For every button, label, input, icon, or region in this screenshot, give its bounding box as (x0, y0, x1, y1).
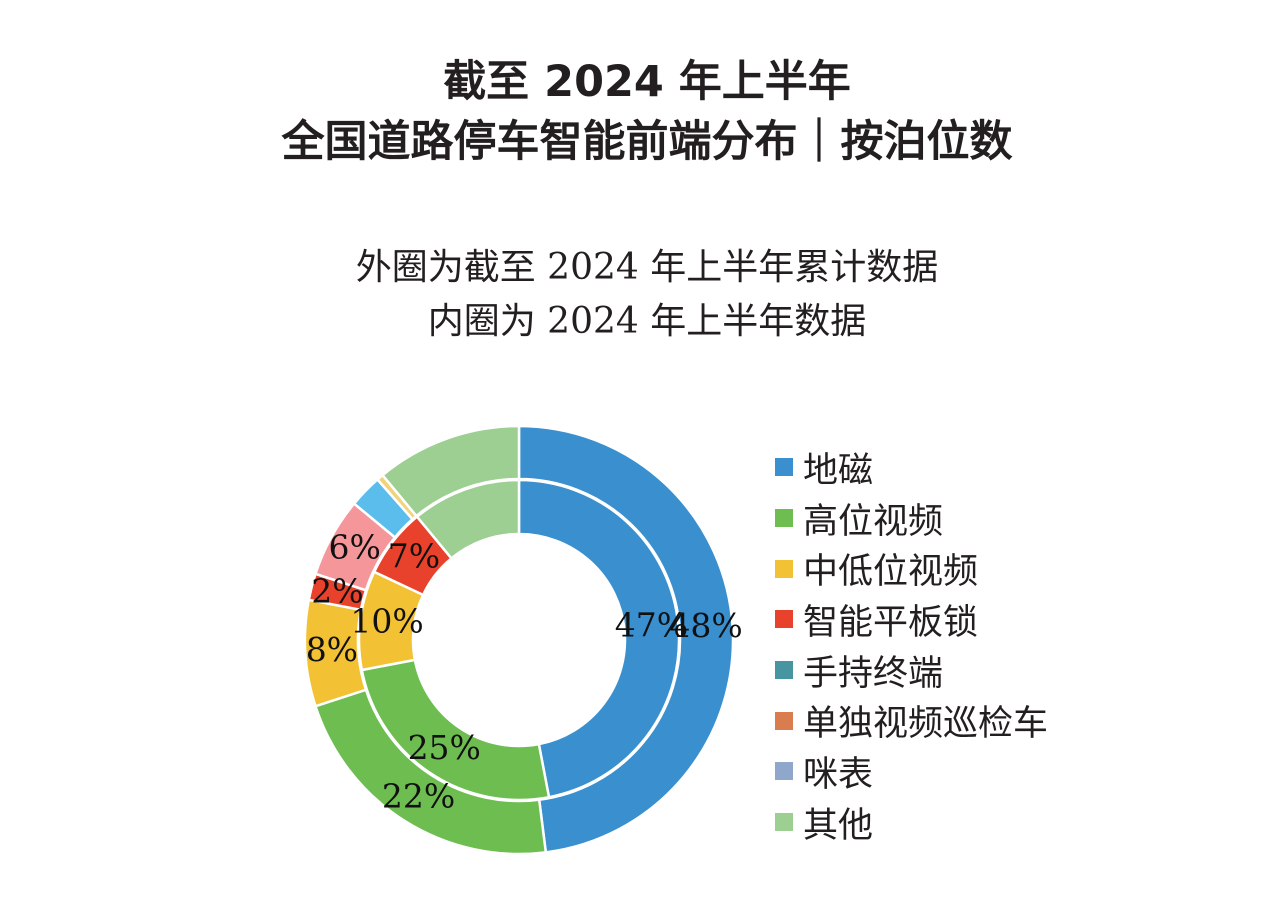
legend-item-4: 手持终端 (775, 645, 1048, 696)
inner-slice-0 (517, 478, 681, 799)
legend-label-2: 中低位视频 (803, 552, 979, 593)
inner-label-3: 7% (388, 536, 440, 575)
outer-label-0: 48% (669, 606, 742, 645)
inner-label-1: 25% (408, 728, 481, 767)
outer-label-2: 8% (306, 630, 358, 669)
legend-label-3: 智能平板锁 (803, 602, 979, 643)
legend-item-5: 单独视频巡检车 (775, 695, 1048, 746)
legend-swatch-4 (775, 661, 793, 680)
chart-title: 截至 2024 年上半年 全国道路停车智能前端分布｜按泊位数 (0, 52, 1264, 172)
legend-swatch-6 (775, 762, 793, 781)
legend-label-4: 手持终端 (803, 653, 944, 694)
legend-item-1: 高位视频 (775, 493, 1048, 544)
chart-title-line1: 截至 2024 年上半年 (443, 57, 851, 107)
legend-item-0: 地磁 (775, 442, 1048, 493)
outer-label-3: 2% (311, 571, 363, 610)
chart-legend: 地磁高位视频中低位视频智能平板锁手持终端单独视频巡检车 咪表其他 (775, 442, 1048, 848)
legend-item-2: 中低位视频 (775, 543, 1048, 594)
legend-item-7: 其他 (775, 797, 1048, 848)
legend-swatch-3 (775, 610, 793, 629)
inner-ring (357, 478, 681, 802)
outer-label-1: 22% (382, 776, 455, 815)
legend-label-0: 地磁 (803, 450, 874, 491)
legend-swatch-0 (775, 458, 793, 477)
legend-label-6: 咪表 (803, 754, 874, 795)
legend-item-6: 咪表 (775, 746, 1048, 797)
legend-label-1: 高位视频 (803, 501, 944, 542)
legend-swatch-5 (775, 711, 793, 730)
inner-label-2: 10% (350, 601, 423, 640)
legend-swatch-2 (775, 559, 793, 578)
outer-label-4: 6% (329, 528, 381, 567)
chart-subtitle-line2: 内圈为 2024 年上半年数据 (427, 301, 867, 342)
legend-label-7: 其他 (803, 805, 874, 846)
legend-swatch-1 (775, 509, 793, 528)
legend-item-3: 智能平板锁 (775, 594, 1048, 645)
legend-label-5: 单独视频巡检车 (803, 704, 1049, 745)
legend-swatch-7 (775, 813, 793, 832)
slice-labels: 48% 22% 8% 2% 6% 47% 25% 10% 7% (306, 528, 743, 816)
chart-subtitle-line1: 外圈为截至 2024 年上半年累计数据 (355, 247, 939, 288)
inner-label-0: 47% (615, 605, 688, 644)
chart-title-line2: 全国道路停车智能前端分布｜按泊位数 (281, 117, 1013, 167)
inner-slice-7 (415, 478, 521, 561)
chart-subtitle: 外圈为截至 2024 年上半年累计数据 内圈为 2024 年上半年数据 (0, 241, 1264, 349)
